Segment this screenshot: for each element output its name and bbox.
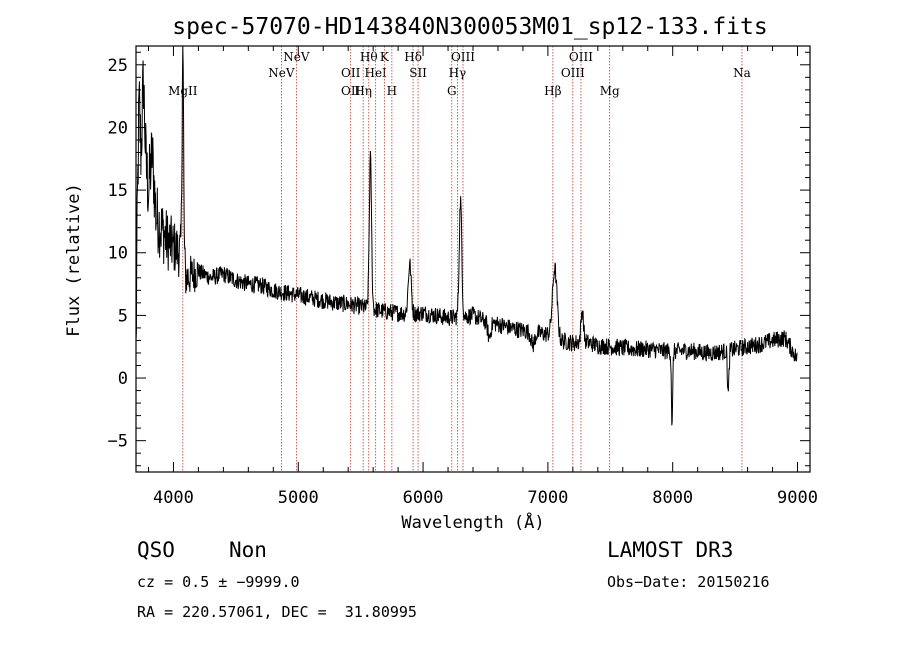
x-axis: 4000 5000 6000 7000 8000 9000 <box>147 46 818 508</box>
line-label: Na <box>733 66 751 80</box>
line-label: H <box>387 84 397 98</box>
line-label: Hγ <box>449 66 467 80</box>
y-tick-label: −5 <box>108 432 128 452</box>
x-tick-label: 6000 <box>403 488 444 508</box>
spectrum-line <box>135 45 798 426</box>
y-axis: −5 0 5 10 15 20 25 <box>108 51 810 467</box>
line-label: Hθ <box>360 50 378 64</box>
y-tick-label: 10 <box>108 244 128 264</box>
line-label: SII <box>409 66 427 80</box>
y-axis-label: Flux (relative) <box>64 183 84 337</box>
y-tick-label: 15 <box>108 181 128 201</box>
x-tick-label: 9000 <box>777 488 818 508</box>
chart-title: spec-57070-HD143840N300053M01_sp12-133.f… <box>172 14 767 40</box>
y-tick-label: 20 <box>108 118 128 138</box>
line-label: OII <box>341 66 361 80</box>
redshift-text: cz = 0.5 ± −9999.0 <box>137 573 300 591</box>
plot-frame <box>135 45 811 473</box>
line-label: OII <box>341 84 361 98</box>
line-label: HeI <box>364 66 387 80</box>
object-class: QSO <box>137 538 175 562</box>
line-label: OIII <box>569 50 593 64</box>
line-label: Hβ <box>544 84 561 98</box>
line-label: OIII <box>451 50 475 64</box>
line-label: NeV <box>268 66 295 80</box>
line-label: Hη <box>354 84 372 98</box>
line-label: NeV <box>283 50 310 64</box>
x-tick-label: 4000 <box>153 488 194 508</box>
survey-name: LAMOST DR3 <box>607 538 734 562</box>
ra-dec-text: RA = 220.57061, DEC = 31.80995 <box>137 603 417 621</box>
line-label: Mg <box>600 84 620 98</box>
line-label: OIII <box>561 66 585 80</box>
spectrum-series <box>135 45 798 426</box>
y-tick-label: 5 <box>118 306 128 326</box>
x-tick-label: 5000 <box>278 488 319 508</box>
x-tick-label: 7000 <box>527 488 568 508</box>
line-label: Hδ <box>404 50 422 64</box>
y-tick-label: 0 <box>118 369 128 389</box>
object-subclass: Non <box>229 538 267 562</box>
line-label: K <box>380 50 390 64</box>
x-tick-label: 8000 <box>652 488 693 508</box>
y-tick-label: 25 <box>108 56 128 76</box>
x-axis-label: Wavelength (Å) <box>401 511 544 533</box>
obs-date-text: Obs−Date: 20150216 <box>607 573 770 591</box>
line-label: G <box>447 84 457 98</box>
